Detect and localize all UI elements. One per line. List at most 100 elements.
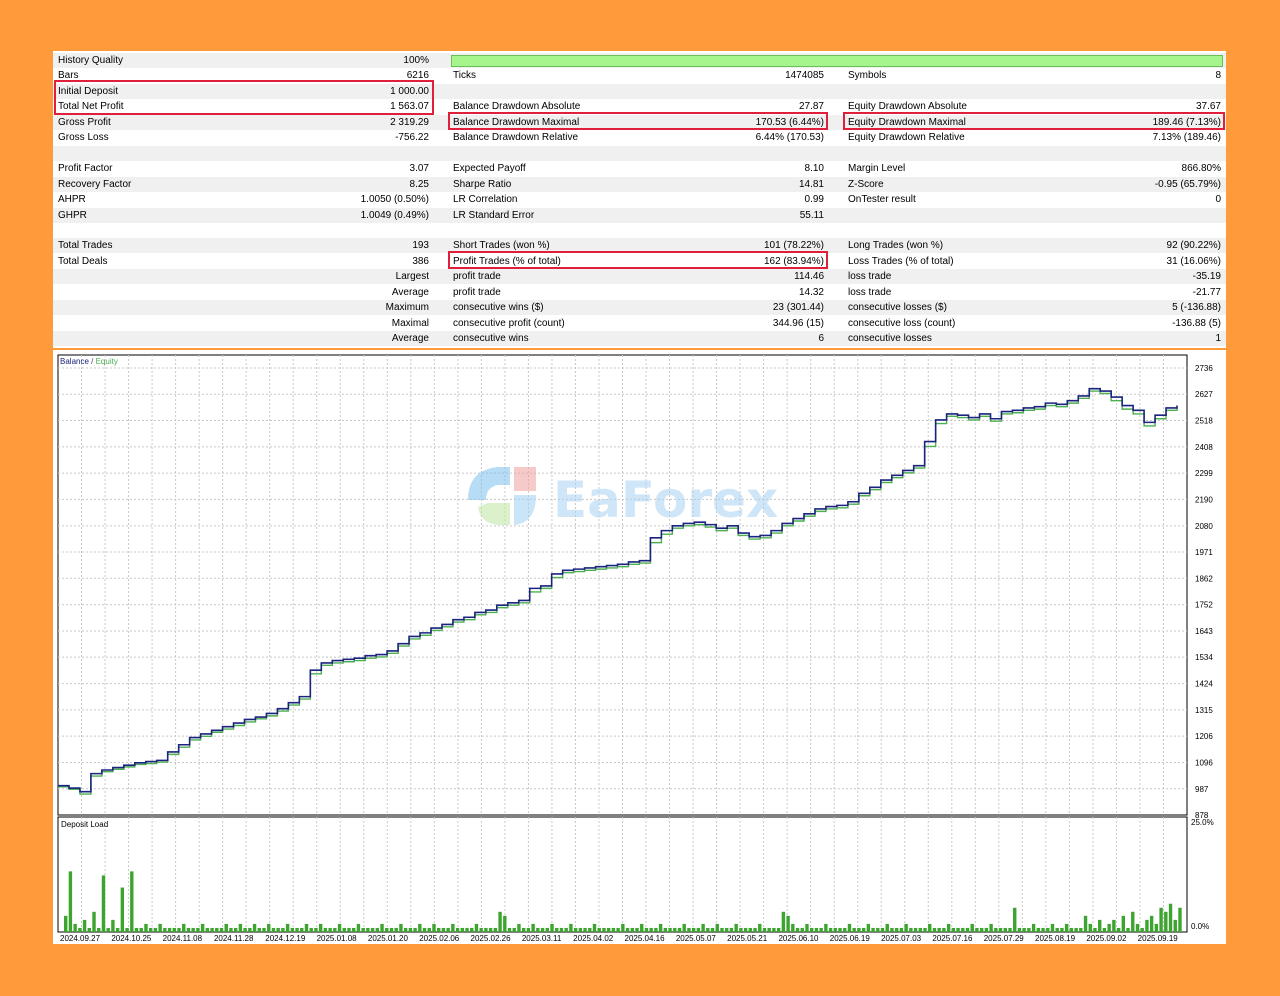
stat-label: Balance Drawdown Absolute	[453, 101, 581, 113]
x-tick-label: 2025.03.11	[522, 934, 562, 943]
report-row: Average profit trade 14.32 loss trade -21.77	[53, 285, 1226, 300]
x-tick-label: 2024.11.28	[214, 934, 254, 943]
deposit-load-bar	[73, 923, 77, 932]
deposit-load-bar	[956, 927, 960, 932]
report-row: History Quality 100%	[53, 53, 1226, 68]
stat-value: 7.13% (189.46)	[1152, 132, 1221, 144]
deposit-load-bar	[833, 927, 838, 932]
deposit-load-bar	[1098, 919, 1102, 932]
deposit-load-bar	[517, 923, 521, 932]
deposit-load-bar	[422, 927, 427, 932]
stat-label: consecutive losses ($)	[848, 302, 947, 314]
stat-label: consecutive profit (count)	[453, 317, 565, 329]
report-row: Maximal consecutive profit (count) 344.96 …	[53, 316, 1226, 331]
deposit-load-bar	[1069, 927, 1074, 932]
report-row: Gross Loss -756.22 Balance Drawdown Relati…	[53, 130, 1226, 145]
stat-label: Margin Level	[848, 163, 906, 175]
stat-label: Expected Payoff	[453, 163, 526, 175]
stat-label: Short Trades (won %)	[453, 240, 550, 252]
deposit-load-bar	[663, 927, 668, 932]
y-tick-label: 1862	[1195, 574, 1213, 583]
report-row	[53, 223, 1226, 238]
deposit-load-bar	[210, 927, 214, 932]
stat-label: AHPR	[58, 194, 86, 206]
x-tick-label: 2025.01.20	[368, 934, 409, 943]
stat-label: Total Net Profit	[58, 101, 124, 113]
deposit-load-bar	[276, 927, 280, 932]
deposit-load-bar	[946, 923, 951, 932]
deposit-load-bar	[800, 927, 804, 932]
report-row: Maximum consecutive wins ($) 23 (301.44) co…	[53, 300, 1226, 316]
deposit-load-bar	[838, 927, 842, 932]
x-tick-label: 2025.05.07	[676, 934, 717, 943]
stat-label: consecutive wins	[453, 333, 529, 345]
deposit-load-bar	[640, 923, 644, 932]
stat-label: loss trade	[848, 286, 892, 298]
deposit-load-bar	[791, 923, 795, 932]
deposit-load-bar	[753, 927, 757, 932]
deposit-load-bar	[1121, 915, 1126, 932]
x-tick-label: 2025.04.02	[573, 934, 614, 943]
deposit-load-bar	[403, 927, 408, 932]
stat-value: 170.53 (6.44%)	[755, 116, 824, 128]
report-row: Total Trades 193 Short Trades (won %) 101 (…	[53, 238, 1226, 254]
deposit-load-bar	[861, 927, 866, 932]
deposit-load-bar	[545, 927, 549, 932]
deposit-load-bar	[1168, 903, 1173, 932]
stat-label: Balance Drawdown Maximal	[453, 116, 580, 128]
deposit-load-bar	[233, 927, 238, 932]
deposit-load-bar	[871, 927, 875, 932]
deposit-load-bar	[748, 927, 753, 932]
deposit-load-bar	[333, 927, 337, 932]
deposit-load-bar	[687, 927, 691, 932]
deposit-load-bar	[909, 927, 913, 932]
deposit-load-bar	[1145, 919, 1149, 932]
y-tick-label: 1096	[1195, 759, 1213, 768]
stat-value: -136.88 (5)	[1172, 317, 1221, 329]
deposit-load-bar	[177, 927, 181, 932]
deposit-load-bar	[720, 927, 724, 932]
y-tick-label: 1315	[1195, 706, 1213, 715]
deposit-load-bar	[1074, 927, 1078, 932]
deposit-load-bar	[281, 927, 285, 932]
balance-line	[58, 387, 1178, 793]
deposit-load-bar	[555, 927, 559, 932]
deposit-load-bar	[413, 927, 417, 932]
deposit-load-bar	[101, 875, 106, 932]
deposit-load-bar	[611, 927, 616, 932]
y-tick-label: 1534	[1195, 653, 1213, 662]
deposit-load-bar	[630, 927, 634, 932]
deposit-load-bar	[843, 927, 847, 932]
x-tick-label: 2025.07.29	[984, 934, 1025, 943]
stat-value: 6216	[406, 70, 429, 82]
load-y-tick: 0.0%	[1191, 922, 1209, 931]
deposit-load-bar	[677, 927, 682, 932]
deposit-load-bar	[1164, 911, 1168, 932]
deposit-load-bar	[1050, 923, 1055, 932]
stat-value: 8	[1215, 70, 1221, 82]
deposit-load-bar	[267, 923, 271, 932]
stat-label: profit trade	[453, 286, 501, 298]
deposit-load-bar	[951, 927, 956, 932]
stat-value: 14.32	[798, 286, 824, 298]
deposit-load-bar	[810, 927, 814, 932]
deposit-load-bar	[224, 923, 228, 932]
deposit-load-bar	[880, 927, 885, 932]
stat-value: 100%	[403, 55, 429, 66]
x-tick-label: 2025.05.21	[727, 934, 768, 943]
deposit-load-bar	[115, 927, 120, 932]
deposit-load-bar	[385, 927, 389, 932]
deposit-load-bar	[479, 927, 483, 932]
stat-label: LR Correlation	[453, 194, 518, 206]
stat-label: Gross Profit	[58, 116, 111, 128]
deposit-load-bar	[994, 927, 998, 932]
deposit-load-bar	[616, 927, 620, 932]
deposit-load-bar	[1116, 927, 1121, 932]
deposit-load-bar	[866, 923, 871, 932]
y-tick-label: 2627	[1195, 390, 1213, 399]
deposit-load-bar	[427, 927, 431, 932]
x-tick-label: 2025.09.19	[1138, 934, 1179, 943]
stat-label: Loss Trades (% of total)	[848, 255, 954, 267]
deposit-load-bar	[1107, 923, 1111, 932]
deposit-load-bar	[1060, 927, 1064, 932]
